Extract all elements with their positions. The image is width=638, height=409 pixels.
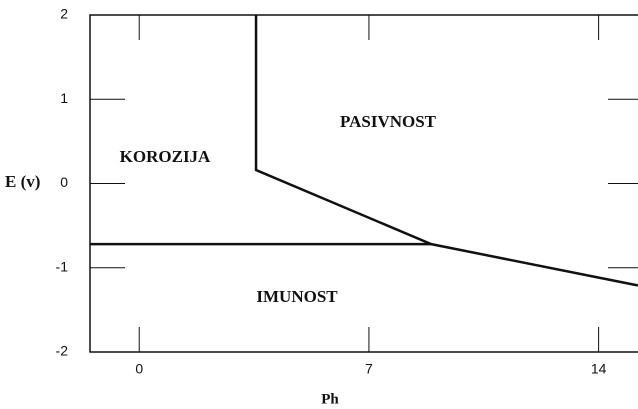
y-tick-label: 2 — [60, 6, 68, 22]
plot-frame — [89, 14, 638, 353]
y-tick-label: 1 — [60, 90, 68, 106]
y-tick-label: 0 — [60, 174, 68, 190]
x-tick-label: 7 — [365, 361, 373, 377]
region-label: IMUNOST — [256, 287, 338, 306]
x-tick-label: 0 — [135, 361, 143, 377]
y-axis-label: E (v) — [5, 172, 40, 191]
y-tick-label: -1 — [56, 258, 69, 274]
y-tick-label: -2 — [56, 343, 69, 359]
region-label: PASIVNOST — [340, 112, 437, 131]
region-label: KOROZIJA — [120, 147, 211, 166]
boundary-line — [254, 15, 638, 287]
x-axis-label: Ph — [321, 391, 339, 407]
x-tick-label: 14 — [591, 361, 607, 377]
